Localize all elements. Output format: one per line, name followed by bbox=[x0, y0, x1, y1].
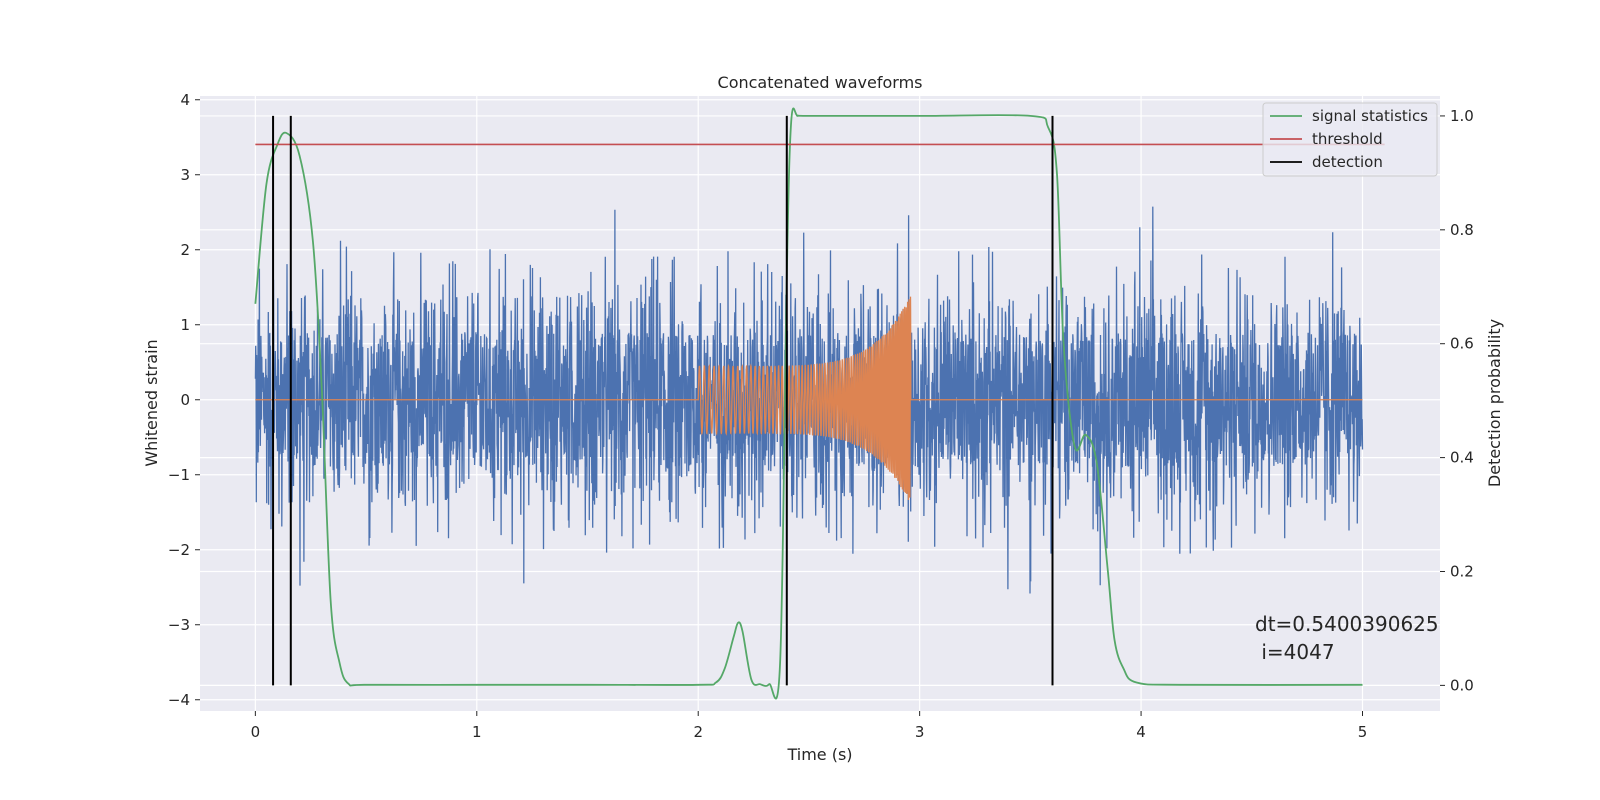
legend: signal statistics threshold detection bbox=[1262, 102, 1438, 177]
detection-lines bbox=[272, 115, 1054, 686]
axis-ticks: 0 1 2 3 4 5 −4 −3 −2 −1 0 1 2 3 4 0.0 0.2 0.4 0.6 0.8 1.0 bbox=[168, 91, 1474, 741]
y-tick-label: 1 bbox=[180, 316, 190, 334]
x-tick-label: 0 bbox=[251, 723, 261, 741]
y-tick-label: 4 bbox=[180, 91, 190, 109]
y-tick-label: −2 bbox=[168, 541, 190, 559]
y2-tick-label: 0.4 bbox=[1450, 449, 1474, 467]
signal-statistics-line bbox=[254, 107, 1363, 700]
x-tick-label: 1 bbox=[472, 723, 482, 741]
x-tick-label: 2 bbox=[693, 723, 703, 741]
x-tick-label: 5 bbox=[1358, 723, 1368, 741]
y-tick-label: 0 bbox=[180, 391, 190, 409]
x-axis-label: Time (s) bbox=[786, 745, 852, 764]
y-tick-label: 2 bbox=[180, 241, 190, 259]
strain-series bbox=[254, 206, 1364, 594]
y2-tick-label: 0.0 bbox=[1450, 676, 1474, 694]
y2-tick-label: 0.6 bbox=[1450, 335, 1474, 353]
annotation-line: dt=0.5400390625 bbox=[1255, 612, 1439, 636]
chart-title: Concatenated waveforms bbox=[718, 73, 923, 92]
legend-label-detection: detection bbox=[1312, 153, 1383, 171]
y-axis-label: Whitened strain bbox=[142, 339, 161, 466]
y-tick-label: −4 bbox=[168, 691, 190, 709]
annotation-line: i=4047 bbox=[1255, 640, 1335, 664]
injection-series bbox=[255, 296, 1363, 501]
y2-tick-label: 1.0 bbox=[1450, 107, 1474, 125]
annotation: dt=0.5400390625 i=4047 bbox=[1255, 612, 1439, 664]
y2-tick-label: 0.8 bbox=[1450, 221, 1474, 239]
strain-line bbox=[254, 206, 1364, 594]
y-tick-label: −3 bbox=[168, 616, 190, 634]
y-tick-label: −1 bbox=[168, 466, 190, 484]
y2-axis-label: Detection probability bbox=[1485, 319, 1504, 487]
legend-box bbox=[1262, 102, 1438, 177]
x-tick-label: 4 bbox=[1136, 723, 1146, 741]
x-tick-label: 3 bbox=[915, 723, 925, 741]
legend-label-threshold: threshold bbox=[1312, 130, 1383, 148]
signal-statistics-series bbox=[254, 107, 1363, 700]
injection-line bbox=[255, 296, 1363, 501]
y2-tick-label: 0.2 bbox=[1450, 562, 1474, 580]
legend-label-signal-statistics: signal statistics bbox=[1312, 107, 1428, 125]
y-tick-label: 3 bbox=[180, 166, 190, 184]
